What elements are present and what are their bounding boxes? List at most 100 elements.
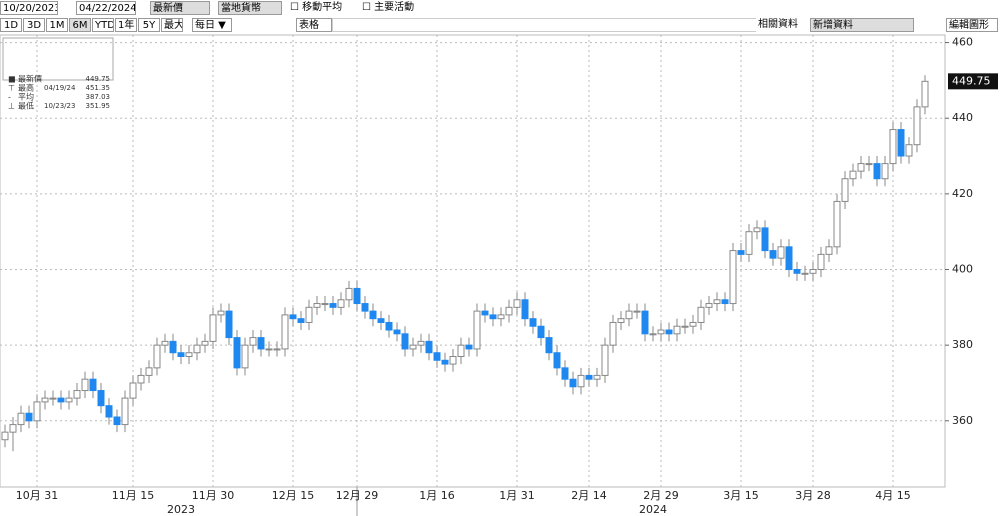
range-button[interactable]: 1D: [0, 18, 22, 32]
legend-name: 最高: [18, 83, 34, 93]
candle-body: [113, 416, 121, 426]
start-date[interactable]: 10/20/2023: [0, 1, 58, 15]
candle-body: [865, 163, 873, 166]
candle-body: [393, 329, 401, 335]
range-button[interactable]: 3D: [23, 18, 45, 32]
range-button[interactable]: 1M: [46, 18, 68, 32]
period-select[interactable]: 每日 ▼: [192, 18, 232, 32]
plot-frame: [0, 34, 946, 488]
range-button[interactable]: 5Y: [138, 18, 160, 32]
candle-body: [873, 163, 881, 180]
year-label: 2023: [167, 503, 195, 516]
related-button[interactable]: 相關資料: [756, 18, 802, 32]
candle-body: [633, 310, 641, 313]
candle-body: [593, 374, 601, 380]
x-tick-label: 3月 28: [795, 489, 831, 502]
candle-body: [193, 344, 201, 354]
x-tick-label: 1月 31: [499, 489, 535, 502]
candle-body: [401, 333, 409, 350]
range-button[interactable]: 1年: [115, 18, 137, 32]
x-tick-label: 12月 29: [336, 489, 379, 502]
candle-body: [89, 378, 97, 392]
candle-body: [641, 310, 649, 335]
candle-body: [409, 344, 417, 350]
candle-body: [737, 250, 745, 255]
candle-body: [129, 382, 137, 399]
candle-body: [289, 314, 297, 320]
candle-body: [329, 303, 337, 308]
candle-body: [745, 231, 753, 255]
y-tick-label: 400: [952, 263, 973, 276]
candle-body: [553, 352, 561, 369]
candle-body: [105, 405, 113, 418]
legend-symbol: ■: [8, 75, 16, 84]
candle-body: [65, 397, 73, 403]
candle-body: [1, 431, 9, 441]
legend-value: 387.03: [86, 93, 111, 101]
moving-average[interactable]: ☐ 移動平均: [288, 1, 344, 15]
candle-body: [217, 310, 225, 316]
legend-value: 449.75: [86, 75, 111, 83]
x-tick-label: 12月 15: [272, 489, 315, 502]
y-tick-label: 420: [952, 187, 973, 200]
range-button[interactable]: YTD: [92, 18, 114, 32]
candle-body: [465, 344, 473, 350]
x-tick-label: 1月 16: [419, 489, 455, 502]
candle-body: [161, 340, 169, 346]
candle-body: [577, 374, 585, 388]
x-tick-label: 10月 31: [16, 489, 59, 502]
add-data[interactable]: 新增資料: [810, 18, 914, 32]
candle-body: [449, 356, 457, 365]
candle-body: [457, 344, 465, 358]
legend-box: [2, 37, 114, 81]
table-button[interactable]: 表格: [296, 18, 332, 32]
x-tick-label: 11月 30: [192, 489, 235, 502]
key-events-label: 主要活動: [374, 2, 415, 13]
candle-body: [897, 129, 905, 157]
x-tick-label: 2月 29: [643, 489, 679, 502]
candle-body: [177, 352, 185, 358]
candle-body: [689, 321, 697, 327]
candle-body: [905, 144, 913, 157]
currency-select[interactable]: 當地貨幣: [218, 1, 282, 15]
candle-body: [545, 337, 553, 354]
candle-body: [425, 340, 433, 354]
moving-average-label: 移動平均: [302, 2, 343, 13]
candle-body: [241, 344, 249, 369]
candle-body: [521, 299, 529, 320]
x-tick-label: 4月 15: [875, 489, 911, 502]
candle-body: [817, 253, 825, 271]
y-tick-label: 380: [952, 338, 973, 351]
candle-body: [81, 378, 89, 392]
candle-body: [657, 329, 665, 335]
candle-body: [361, 303, 369, 312]
range-button[interactable]: 6M: [69, 18, 91, 32]
candle-body: [729, 250, 737, 305]
candle-body: [441, 359, 449, 365]
candle-body: [233, 337, 241, 369]
candle-body: [705, 303, 713, 308]
candle-body: [505, 306, 513, 316]
candle-body: [337, 299, 345, 308]
key-events[interactable]: ☐ 主要活動: [360, 1, 420, 15]
candle-body: [49, 397, 57, 400]
search-box[interactable]: [332, 18, 802, 32]
chart: 360 380 400 420 440 460 10月 31 11月 15 11月 30 12月 …: [0, 34, 998, 516]
candle-body: [57, 397, 65, 403]
field-select[interactable]: 最新價: [150, 1, 210, 15]
last-price-box: [948, 73, 998, 90]
candle-body: [569, 378, 577, 388]
candle-body: [809, 269, 817, 274]
range-button[interactable]: 最大: [161, 18, 183, 32]
candle-body: [353, 287, 361, 305]
legend-value: 451.35: [86, 84, 111, 92]
edit-button[interactable]: 編輯圖形: [946, 18, 998, 32]
candle-body: [385, 321, 393, 331]
end-date[interactable]: 04/22/2024: [76, 1, 136, 15]
candle-body: [209, 314, 217, 342]
candle-body: [777, 246, 785, 259]
candle-body: [169, 340, 177, 354]
candle-body: [913, 106, 921, 146]
candle-body: [137, 374, 145, 384]
legend-name: 最新價: [18, 74, 42, 84]
